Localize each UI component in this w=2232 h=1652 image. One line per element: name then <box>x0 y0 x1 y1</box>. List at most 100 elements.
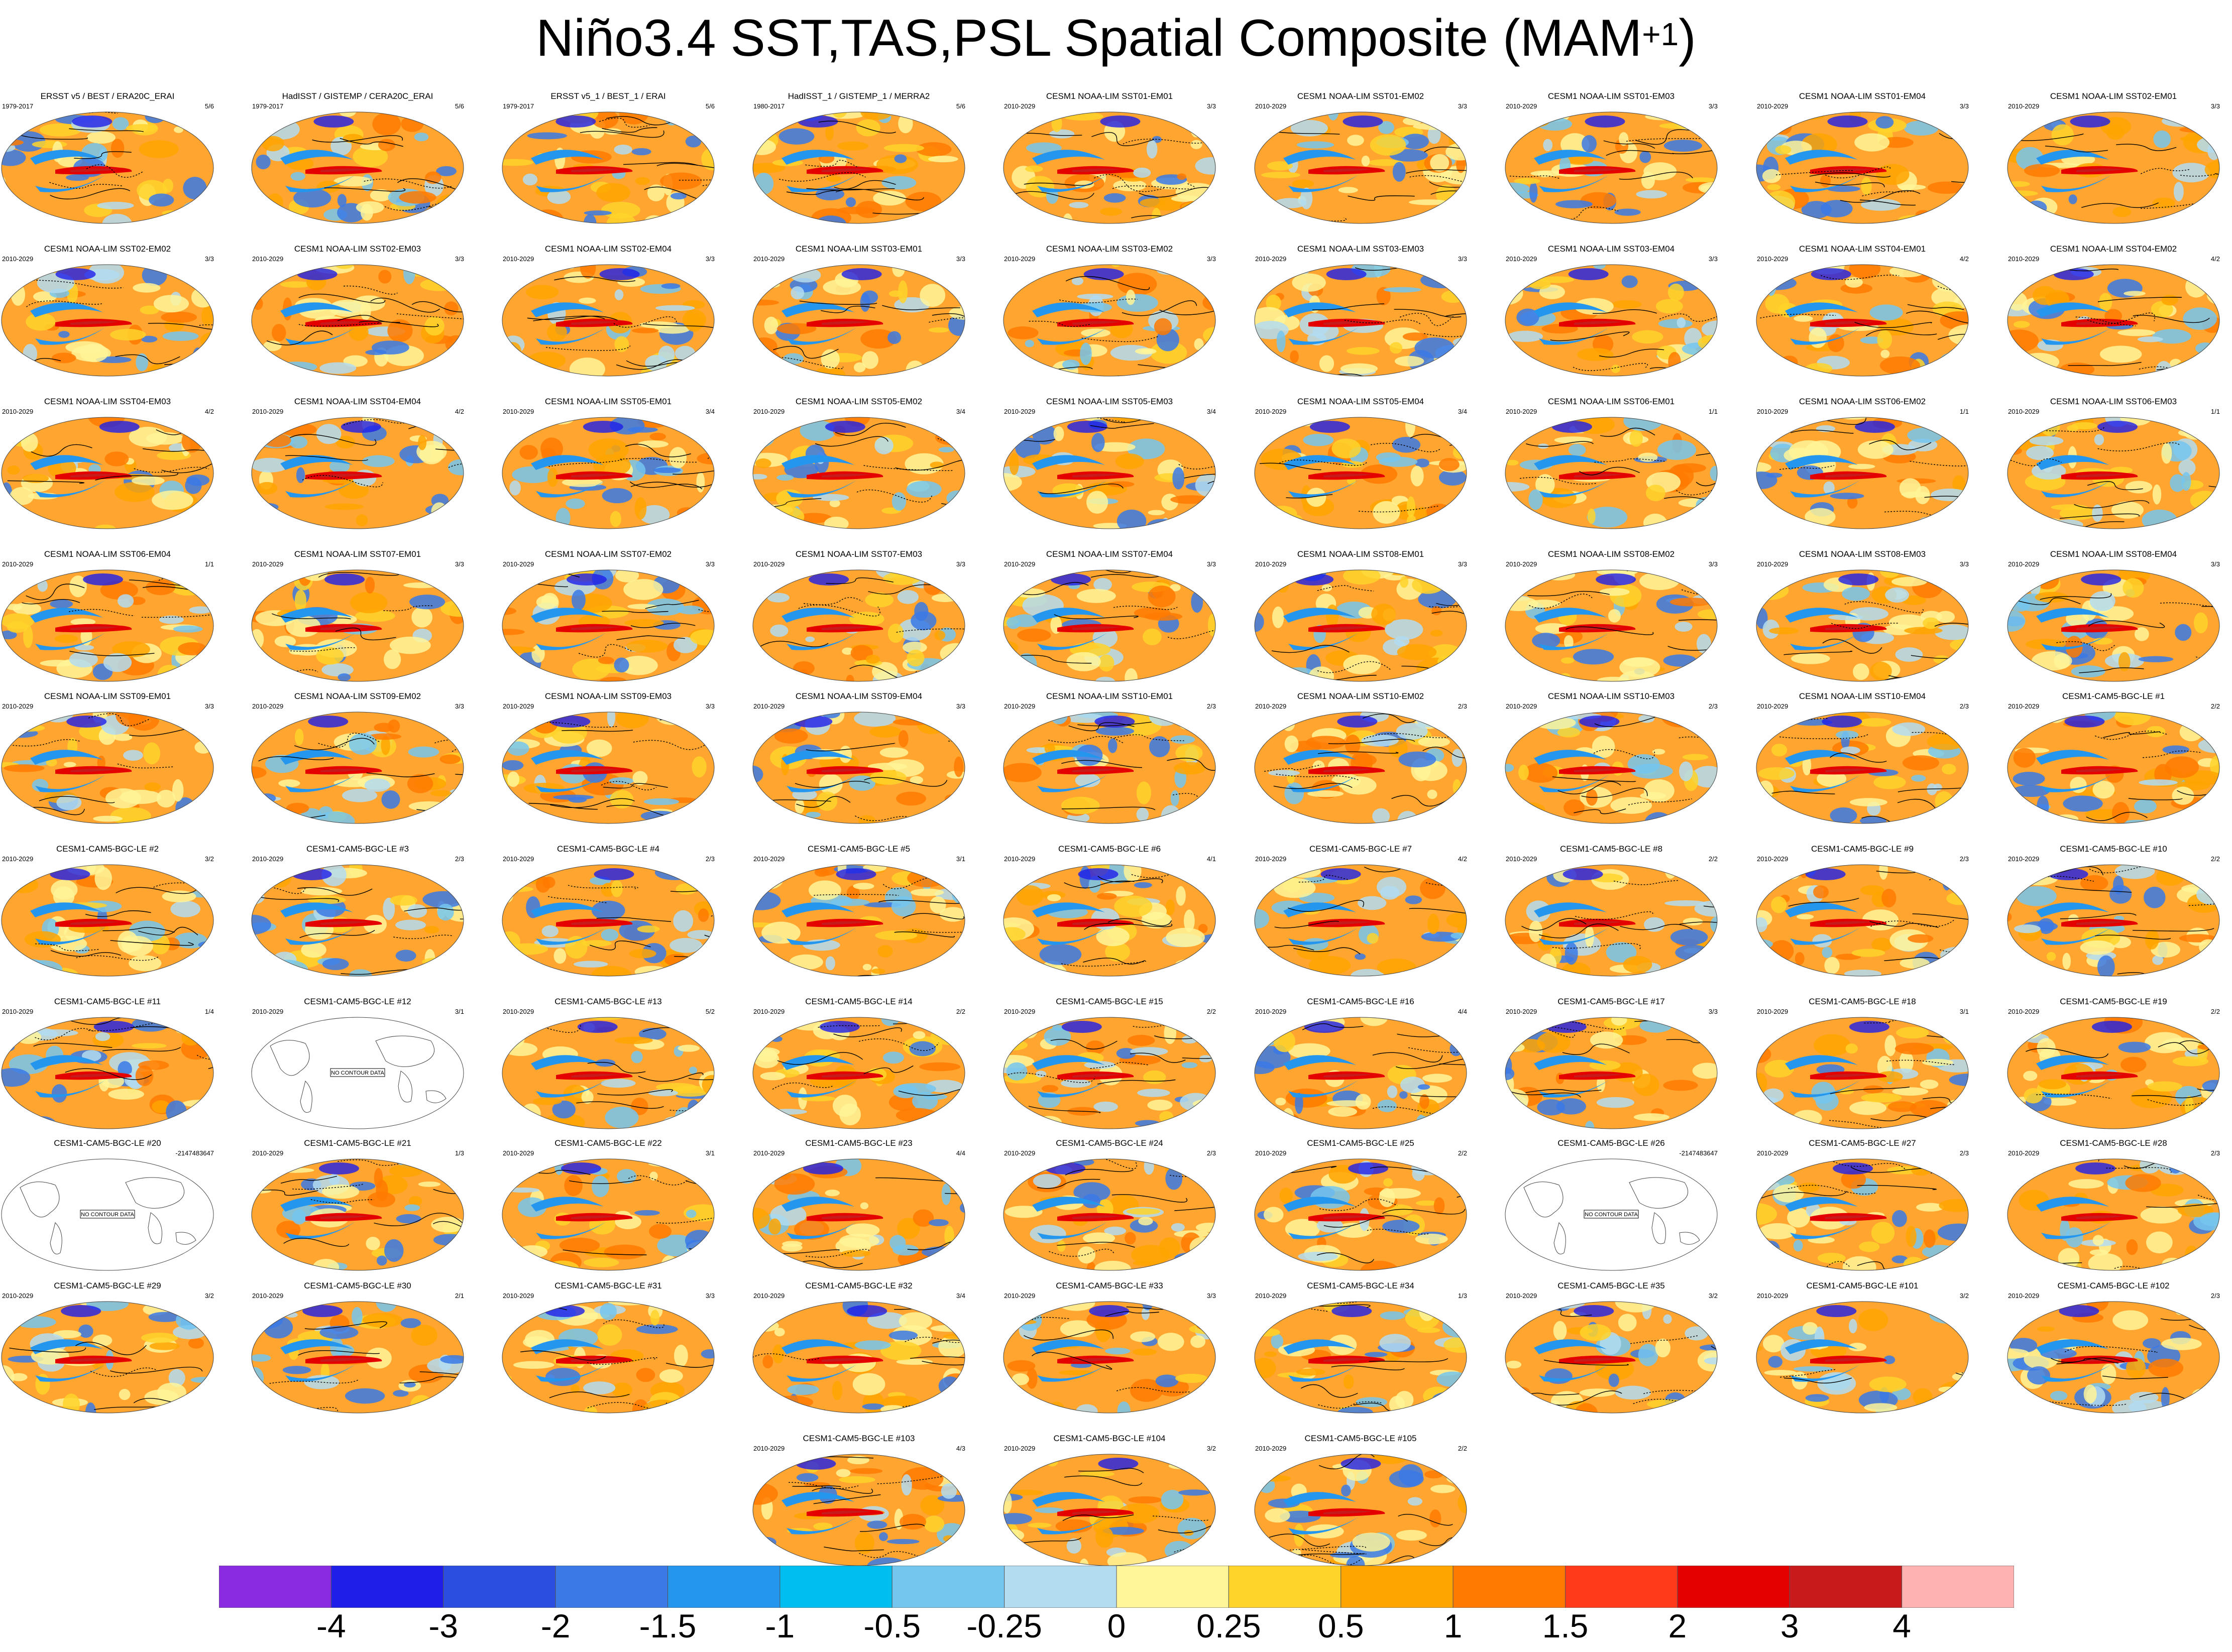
anomaly-blob <box>336 435 355 449</box>
psl-contour <box>1449 965 1467 970</box>
anomaly-blob <box>1193 1159 1211 1165</box>
anomaly-blob <box>1935 963 1962 976</box>
psl-contour <box>173 1409 213 1413</box>
anomaly-blob <box>374 1168 383 1189</box>
anomaly-blob <box>910 776 924 784</box>
anomaly-blob <box>2177 1203 2214 1217</box>
anomaly-blob <box>1929 1307 1968 1324</box>
anomaly-blob <box>181 429 202 453</box>
psl-contour <box>1130 1052 1186 1063</box>
anomaly-blob <box>595 1059 616 1067</box>
psl-contour <box>963 151 965 160</box>
cold-anomaly-north <box>1785 1339 1858 1354</box>
psl-contour <box>416 519 464 529</box>
map-panel: CESM1 NOAA-LIM SST02-EM03 2010-2029 3/3 <box>250 244 465 390</box>
psl-contour <box>1844 601 1924 614</box>
anomaly-blob <box>1272 606 1284 629</box>
anomaly-blob <box>1809 327 1827 348</box>
anomaly-blob <box>1430 154 1449 172</box>
anomaly-map <box>502 264 715 377</box>
anomaly-blob <box>1853 663 1869 680</box>
anomaly-blob <box>2161 294 2178 306</box>
anomaly-blob <box>156 789 176 808</box>
anomaly-blob <box>1688 1017 1710 1025</box>
panel-ratio: 2/2 <box>2210 1008 2220 1015</box>
map-panel: CESM1-CAM5-BGC-LE #3 2010-2029 2/3 <box>250 844 465 990</box>
anomaly-blob <box>601 1079 636 1088</box>
anomaly-blob <box>1537 1031 1571 1053</box>
anomaly-blob <box>23 474 49 483</box>
anomaly-blob <box>636 1324 678 1334</box>
coastline <box>1651 1212 1666 1244</box>
panel-years: 2010-2029 <box>1004 1008 1036 1015</box>
anomaly-blob <box>193 578 213 584</box>
anomaly-blob <box>1422 1017 1463 1027</box>
cold-anomaly-south <box>536 1080 606 1098</box>
anomaly-blob <box>774 1173 815 1195</box>
anomaly-blob <box>708 422 714 434</box>
polar-anomaly <box>1343 115 1383 128</box>
psl-contour <box>1293 947 1361 955</box>
cold-anomaly-south <box>1037 480 1107 498</box>
anomaly-blob <box>133 283 161 293</box>
anomaly-blob <box>659 1369 683 1383</box>
psl-contour <box>645 600 699 609</box>
anomaly-blob <box>1338 187 1358 193</box>
anomaly-blob <box>252 1260 274 1270</box>
anomaly-blob <box>698 908 709 922</box>
anomaly-blob <box>1295 967 1303 976</box>
anomaly-blob <box>1756 1021 1767 1041</box>
anomaly-blob <box>1077 1246 1096 1264</box>
anomaly-blob <box>1345 734 1361 755</box>
anomaly-blob <box>1887 1101 1917 1112</box>
psl-contour <box>366 772 435 777</box>
anomaly-blob <box>1756 1345 1763 1351</box>
anomaly-blob <box>1441 290 1466 303</box>
anomaly-blob <box>508 425 529 437</box>
anomaly-blob <box>1771 896 1787 913</box>
polar-anomaly <box>324 573 365 585</box>
psl-contour <box>1707 961 1717 970</box>
psl-contour <box>1552 776 1636 782</box>
anomaly-blob <box>1505 482 1530 492</box>
psl-contour <box>1203 964 1215 971</box>
anomaly-blob <box>853 883 874 890</box>
anomaly-blob <box>842 647 854 655</box>
anomaly-blob <box>611 880 623 897</box>
psl-contour <box>95 472 178 481</box>
psl-contour <box>117 763 174 769</box>
anomaly-blob <box>1035 1507 1064 1513</box>
anomaly-blob <box>753 1208 770 1230</box>
anomaly-blob <box>566 498 585 509</box>
anomaly-blob <box>1822 947 1833 958</box>
anomaly-blob <box>1292 273 1326 292</box>
anomaly-blob <box>411 607 433 628</box>
anomaly-blob <box>502 887 513 903</box>
psl-contour <box>2114 1266 2181 1270</box>
psl-contour <box>1159 307 1215 315</box>
map-outline <box>1003 417 1216 529</box>
anomaly-blob <box>1295 1093 1303 1114</box>
anomaly-blob <box>407 774 433 793</box>
psl-contour <box>700 504 714 515</box>
anomaly-blob <box>1126 1208 1161 1215</box>
anomaly-blob <box>258 112 292 115</box>
anomaly-blob <box>1623 956 1652 974</box>
anomaly-blob <box>1041 1085 1059 1093</box>
anomaly-blob <box>1781 1159 1797 1168</box>
anomaly-blob <box>2148 1358 2184 1378</box>
anomaly-blob <box>1614 1035 1647 1045</box>
polar-anomaly <box>583 421 623 433</box>
cold-anomaly-south <box>285 175 356 192</box>
anomaly-blob <box>507 722 526 737</box>
panel-title: CESM1 NOAA-LIM SST03-EM03 <box>1297 244 1424 254</box>
psl-contour <box>148 323 213 330</box>
anomaly-map <box>1 569 214 682</box>
anomaly-blob <box>2027 200 2047 215</box>
psl-contour <box>1679 921 1717 930</box>
cold-anomaly-north <box>531 1197 604 1212</box>
panel-ratio: 1/1 <box>204 560 214 568</box>
anomaly-blob <box>1352 1532 1390 1552</box>
anomaly-blob <box>264 1402 279 1413</box>
psl-contour <box>189 1302 213 1306</box>
